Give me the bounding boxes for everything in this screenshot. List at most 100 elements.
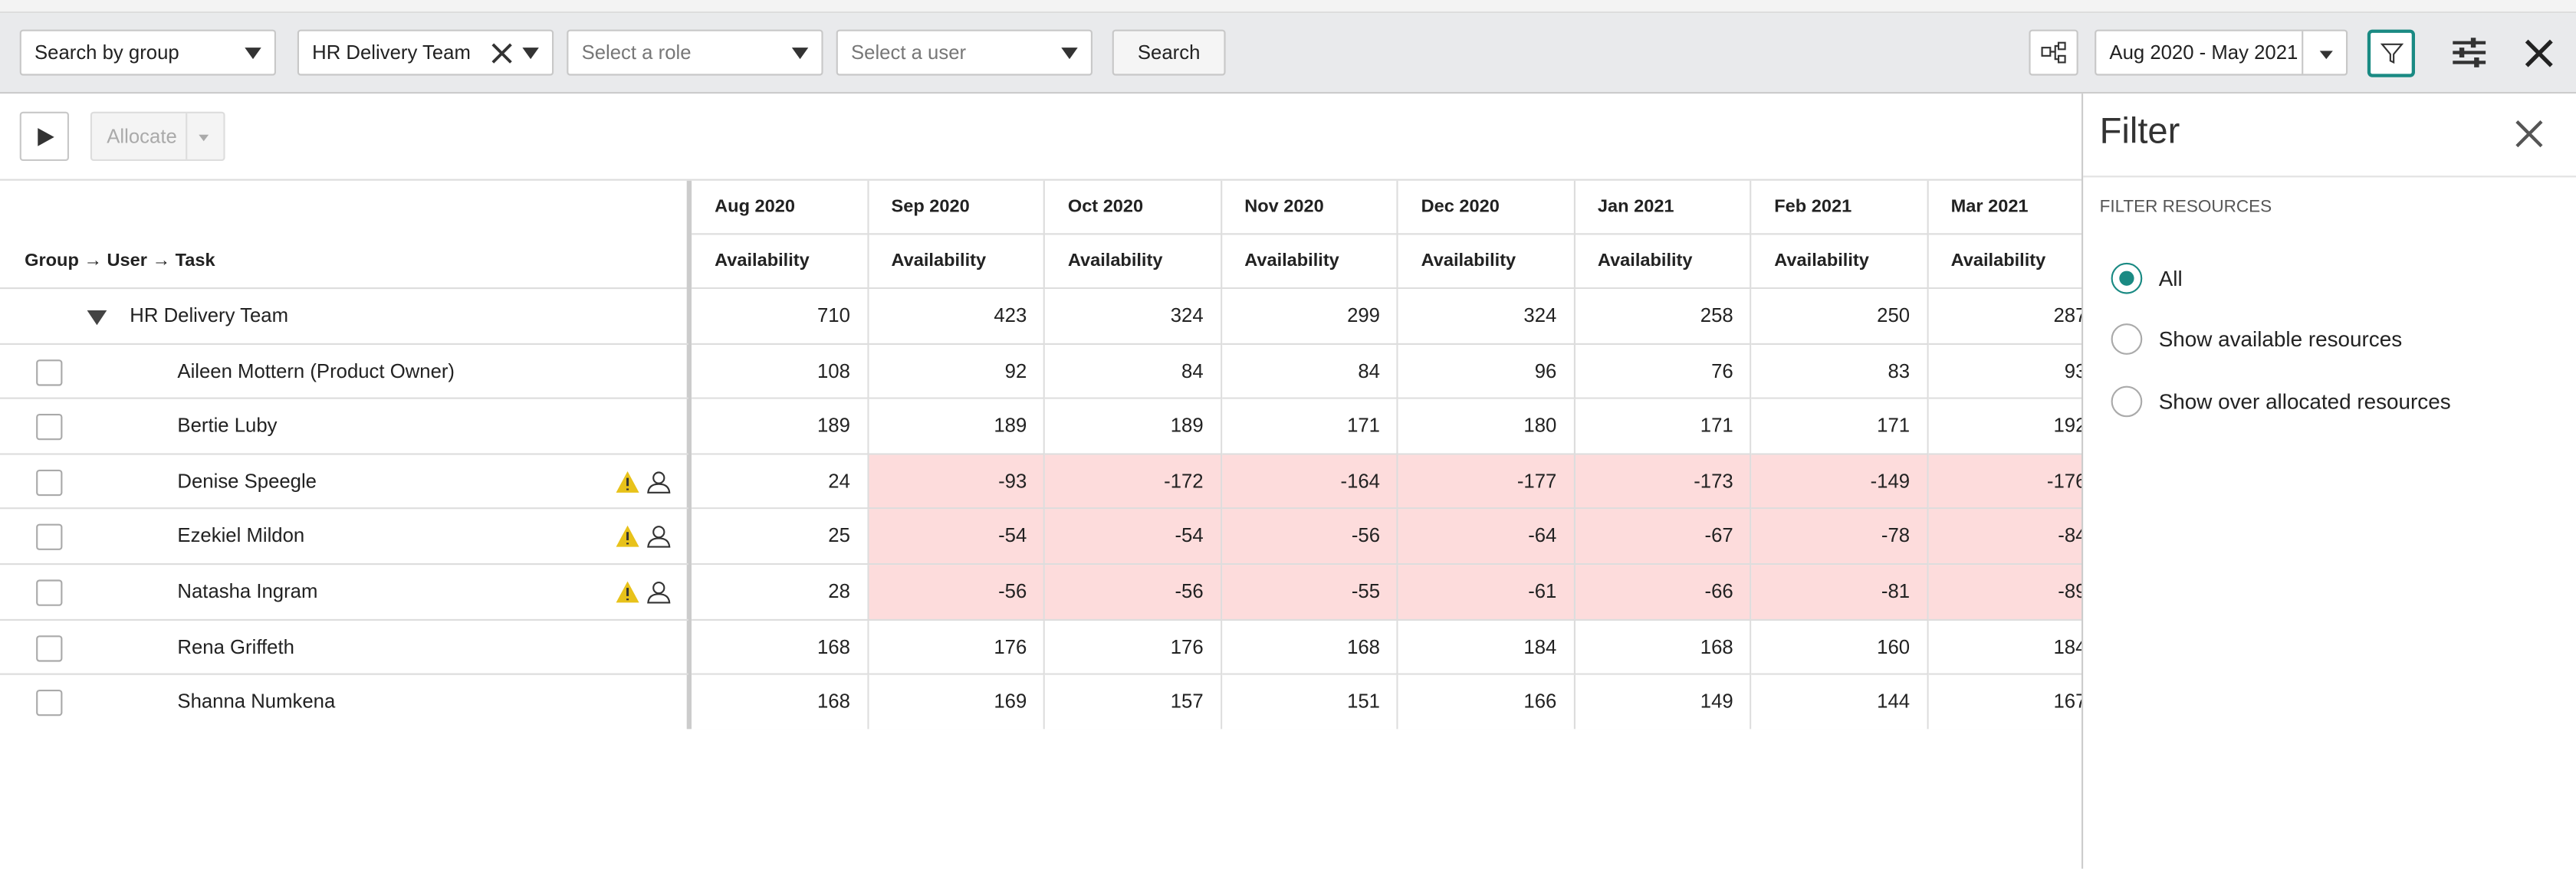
availability-value: 96 — [1534, 359, 1557, 382]
radio-dot — [2119, 271, 2134, 286]
search-button[interactable]: Search — [1112, 29, 1226, 76]
expand-toggle[interactable] — [87, 310, 107, 326]
availability-cell: 324 — [1398, 289, 1575, 345]
availability-value: 189 — [1170, 414, 1204, 438]
role-select[interactable]: Select a role — [567, 29, 823, 76]
availability-cell: -164 — [1221, 454, 1398, 510]
availability-value: 157 — [1170, 690, 1204, 713]
availability-value: 168 — [817, 690, 850, 713]
column-header: Group → User → Task — [25, 251, 215, 271]
row-checkbox[interactable] — [36, 469, 63, 496]
row-checkbox[interactable] — [36, 524, 63, 551]
metric-header: Availability — [1044, 234, 1222, 290]
availability-value: 192 — [2053, 414, 2082, 438]
month-header: Feb 2021 — [1751, 180, 1928, 235]
metric-header: Availability — [1398, 234, 1575, 290]
availability-cell: 108 — [692, 344, 869, 400]
availability-value: 184 — [2053, 635, 2082, 658]
availability-value: -84 — [2058, 524, 2082, 548]
month-header: Jan 2021 — [1574, 180, 1752, 235]
warning-icons — [616, 526, 671, 549]
top-strip — [0, 0, 2576, 14]
hierarchy-icon — [2041, 41, 2066, 64]
availability-cell: 93 — [1927, 344, 2082, 400]
user-select-text: Select a user — [851, 41, 967, 64]
availability-cell: 25 — [692, 510, 869, 566]
availability-value: 83 — [1888, 359, 1911, 382]
availability-value: 169 — [994, 690, 1027, 713]
filter-button[interactable] — [2367, 29, 2415, 77]
availability-value: 28 — [828, 579, 850, 603]
availability-cell: 160 — [1751, 620, 1928, 676]
availability-value: -54 — [1175, 524, 1204, 548]
play-button[interactable] — [19, 111, 69, 161]
user-select[interactable]: Select a user — [836, 29, 1092, 76]
availability-cell: -89 — [1927, 565, 2082, 621]
availability-value: -54 — [998, 524, 1027, 548]
availability-cell: 168 — [692, 675, 869, 730]
availability-cell: -84 — [1927, 510, 2082, 566]
availability-cell: -54 — [868, 510, 1045, 566]
availability-cell: -81 — [1751, 565, 1928, 621]
availability-cell: -55 — [1221, 565, 1398, 621]
metric-header: Availability — [692, 234, 869, 290]
row-name-cell — [0, 399, 688, 455]
availability-cell: 83 — [1751, 344, 1928, 400]
row-name-cell — [0, 510, 688, 566]
availability-cell: -61 — [1398, 565, 1575, 621]
radio[interactable] — [2111, 262, 2143, 294]
availability-cell: 169 — [868, 675, 1045, 730]
availability-cell: 189 — [692, 399, 869, 455]
availability-value: 258 — [1700, 303, 1733, 327]
availability-cell: 92 — [868, 344, 1045, 400]
availability-value: 25 — [828, 524, 850, 548]
warning-icons — [616, 581, 671, 604]
date-range-select[interactable]: Aug 2020 - May 2021 — [2095, 29, 2348, 76]
row-checkbox[interactable] — [36, 635, 63, 661]
availability-cell: 180 — [1398, 399, 1575, 455]
availability-value: -149 — [1870, 469, 1911, 493]
settings-icon[interactable] — [2451, 36, 2487, 69]
team-select[interactable]: HR Delivery Team — [297, 29, 554, 76]
filter-close[interactable] — [2515, 120, 2543, 148]
availability-cell: 189 — [1044, 399, 1222, 455]
left-header — [0, 181, 688, 290]
funnel-icon — [2380, 43, 2404, 64]
availability-cell: 168 — [1574, 620, 1752, 676]
month-header: Mar 2021 — [1927, 181, 2082, 235]
availability-value: -93 — [998, 469, 1027, 493]
row-name-cell — [0, 620, 688, 676]
availability-value: 108 — [817, 359, 850, 382]
row-checkbox[interactable] — [36, 359, 63, 385]
hierarchy-button[interactable] — [2029, 29, 2078, 76]
radio[interactable] — [2111, 323, 2143, 356]
availability-cell: 250 — [1751, 289, 1928, 345]
availability-value: 423 — [994, 303, 1027, 327]
availability-cell: -78 — [1751, 510, 1928, 566]
availability-value: -67 — [1704, 524, 1733, 548]
filter-section: FILTER RESOURCES — [2099, 197, 2272, 217]
availability-cell: 299 — [1221, 289, 1398, 345]
close-icon[interactable] — [2523, 38, 2555, 69]
team-select-text: HR Delivery Team — [312, 41, 471, 64]
availability-value: 250 — [1877, 303, 1911, 327]
row-checkbox[interactable] — [36, 579, 63, 606]
availability-cell: 168 — [1221, 620, 1398, 676]
clear-icon[interactable] — [491, 43, 513, 64]
availability-value: 299 — [1347, 303, 1380, 327]
availability-value: -55 — [1351, 579, 1380, 603]
group-select[interactable]: Search by group — [19, 29, 276, 76]
row-checkbox[interactable] — [36, 690, 63, 717]
warning-icons — [616, 471, 671, 494]
radio[interactable] — [2111, 385, 2143, 417]
allocate-button[interactable]: Allocate — [90, 111, 225, 161]
availability-value: 149 — [1700, 690, 1733, 713]
month-header: Nov 2020 — [1221, 180, 1398, 235]
availability-value: -78 — [1881, 524, 1911, 548]
availability-value: -56 — [998, 579, 1027, 603]
availability-cell: 176 — [868, 620, 1045, 676]
row-checkbox[interactable] — [36, 414, 63, 441]
row-name-cell — [0, 454, 688, 510]
availability-value: -172 — [1164, 469, 1204, 493]
availability-cell: -177 — [1398, 454, 1575, 510]
